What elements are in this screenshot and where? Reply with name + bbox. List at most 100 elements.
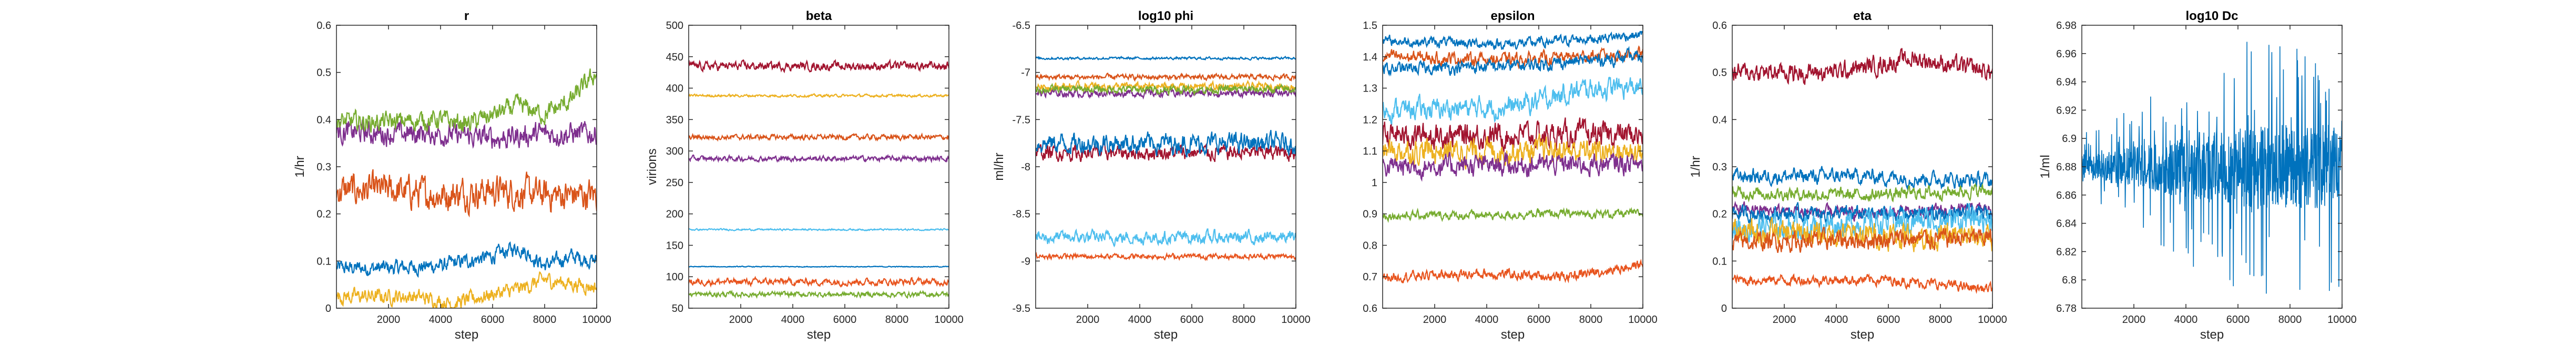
y-tick-label: -9.5 bbox=[1013, 303, 1030, 314]
series-line-3 bbox=[689, 93, 949, 98]
y-tick-label: 0.6 bbox=[316, 20, 331, 32]
series-line-5 bbox=[1036, 83, 1296, 97]
series-line-1 bbox=[2082, 42, 2342, 294]
series-group bbox=[336, 68, 597, 308]
x-tick-label: 6000 bbox=[833, 314, 857, 326]
panel-title: eta bbox=[1853, 9, 1872, 23]
y-tick-label: 1 bbox=[1372, 177, 1377, 189]
x-tick-label: 4000 bbox=[1475, 314, 1499, 326]
series-group bbox=[1732, 48, 1992, 295]
x-tick-label: 8000 bbox=[1232, 314, 1256, 326]
y-tick-label: 1.5 bbox=[1363, 20, 1377, 32]
y-tick-label: 0.2 bbox=[316, 209, 331, 220]
y-axis-label: ml/hr bbox=[992, 153, 1006, 180]
x-axis-label: step bbox=[807, 328, 831, 342]
x-tick-label: 8000 bbox=[2278, 314, 2302, 326]
series-line-7 bbox=[689, 58, 949, 74]
series-line-8 bbox=[1036, 228, 1296, 248]
series-line-4 bbox=[1036, 86, 1296, 100]
y-tick-label: 6.92 bbox=[2056, 105, 2077, 116]
panel-title: r bbox=[464, 9, 469, 23]
x-tick-label: 8000 bbox=[885, 314, 909, 326]
x-tick-label: 6000 bbox=[1180, 314, 1204, 326]
series-group bbox=[2082, 42, 2342, 294]
series-line-4 bbox=[689, 154, 949, 164]
series-line-1 bbox=[1383, 31, 1643, 50]
series-line-5 bbox=[1383, 117, 1643, 153]
x-tick-label: 10000 bbox=[2327, 314, 2357, 326]
series-line-9 bbox=[1732, 273, 1992, 295]
x-tick-label: 4000 bbox=[2174, 314, 2198, 326]
x-tick-label: 8000 bbox=[1929, 314, 1953, 326]
x-tick-label: 2000 bbox=[729, 314, 753, 326]
y-tick-label: -8.5 bbox=[1013, 209, 1030, 220]
x-tick-label: 10000 bbox=[1281, 314, 1311, 326]
series-group bbox=[689, 58, 949, 299]
series-group bbox=[1383, 31, 1643, 283]
series-line-9 bbox=[1036, 251, 1296, 261]
y-tick-label: 0.9 bbox=[1363, 209, 1377, 220]
x-axis-label: step bbox=[2200, 328, 2224, 342]
series-line-1 bbox=[1732, 48, 1992, 85]
panel-title: epsilon bbox=[1490, 9, 1535, 23]
x-tick-label: 4000 bbox=[1128, 314, 1152, 326]
panel-2: 50 100 150 200 250 300 350 400 450 500 2000 4000 600… bbox=[645, 9, 964, 342]
y-tick-label: -6.5 bbox=[1013, 20, 1030, 32]
panel-title: beta bbox=[806, 9, 832, 23]
series-line-7 bbox=[1383, 151, 1643, 182]
series-line-4 bbox=[336, 118, 597, 149]
series-line-1 bbox=[336, 241, 597, 278]
y-tick-label: 100 bbox=[666, 271, 683, 283]
y-tick-label: 0.3 bbox=[1712, 161, 1727, 173]
y-tick-label: 6.96 bbox=[2056, 48, 2077, 60]
x-tick-label: 2000 bbox=[1076, 314, 1100, 326]
series-line-9 bbox=[1383, 258, 1643, 283]
x-tick-label: 8000 bbox=[533, 314, 557, 326]
series-line-8 bbox=[1383, 207, 1643, 223]
x-tick-label: 10000 bbox=[582, 314, 611, 326]
y-axis-label: virions bbox=[645, 148, 659, 185]
x-tick-label: 6000 bbox=[1527, 314, 1551, 326]
y-tick-label: -9 bbox=[1021, 256, 1030, 267]
x-tick-label: 2000 bbox=[377, 314, 401, 326]
panel-4: 0.6 0.7 0.8 0.9 1 1.1 1.2 1.3 1.4 1.5 2000 4000 6000… bbox=[1363, 9, 1658, 342]
y-tick-label: 6.9 bbox=[2062, 133, 2077, 145]
y-tick-label: 0.7 bbox=[1363, 271, 1377, 283]
y-tick-label: 0.5 bbox=[316, 67, 331, 79]
panel-5: 0 0.1 0.2 0.3 0.4 0.5 0.6 2000 4000 6000 8000 10000… bbox=[1689, 9, 2007, 342]
series-line-2 bbox=[689, 132, 949, 142]
series-line-2 bbox=[336, 169, 597, 218]
axes-box bbox=[1382, 25, 1643, 309]
x-tick-label: 4000 bbox=[781, 314, 805, 326]
y-tick-label: -7 bbox=[1021, 67, 1030, 79]
series-line-2 bbox=[1732, 166, 1992, 191]
y-tick-label: 500 bbox=[666, 20, 683, 32]
series-line-1 bbox=[689, 265, 949, 268]
y-tick-label: 50 bbox=[672, 303, 683, 314]
panel-1: 0 0.1 0.2 0.3 0.4 0.5 0.6 2000 4000 6000 8000 10000… bbox=[293, 9, 611, 342]
y-tick-label: 1.1 bbox=[1363, 146, 1377, 157]
y-tick-label: 300 bbox=[666, 146, 683, 157]
axes-box bbox=[688, 25, 949, 309]
series-line-4 bbox=[1383, 76, 1643, 126]
y-tick-label: 350 bbox=[666, 114, 683, 126]
series-line-7 bbox=[1036, 129, 1296, 158]
x-axis-label: step bbox=[1851, 328, 1874, 342]
y-tick-label: 150 bbox=[666, 240, 683, 251]
y-tick-label: 6.84 bbox=[2056, 218, 2077, 230]
series-line-3 bbox=[336, 271, 597, 308]
series-line-6 bbox=[1383, 133, 1643, 170]
x-tick-label: 10000 bbox=[1978, 314, 2007, 326]
y-tick-label: 0.1 bbox=[316, 256, 331, 267]
y-tick-label: 0 bbox=[325, 303, 331, 314]
y-tick-label: 250 bbox=[666, 177, 683, 189]
panel-3: -9.5 -9 -8.5 -8 -7.5 -7 -6.5 2000 4000 6000 8000 10… bbox=[992, 9, 1311, 342]
panel-6: 6.78 6.8 6.82 6.84 6.86 6.88 6.9 6.92 6.94 6.96 6.… bbox=[2038, 9, 2357, 342]
x-axis-label: step bbox=[1154, 328, 1178, 342]
y-tick-label: 0.4 bbox=[316, 114, 331, 126]
y-tick-label: 0.6 bbox=[1712, 20, 1727, 32]
axes-box bbox=[336, 25, 597, 309]
series-line-3 bbox=[1383, 46, 1643, 77]
x-tick-label: 8000 bbox=[1579, 314, 1603, 326]
panel-title: log10 phi bbox=[1138, 9, 1193, 23]
